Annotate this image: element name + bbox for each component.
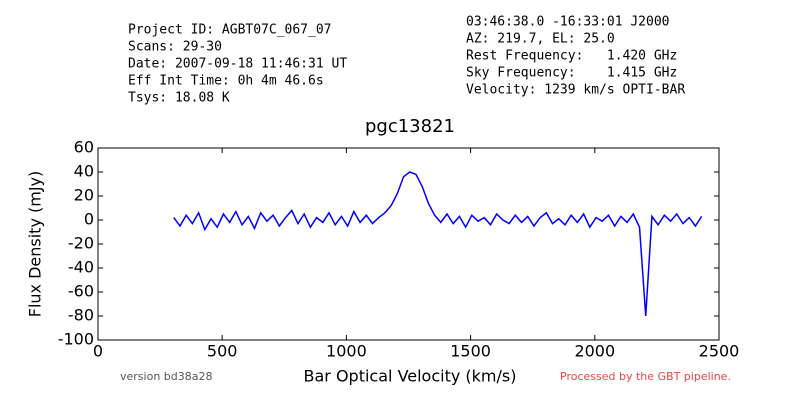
y-tick-label: 40 — [74, 162, 94, 181]
y-tick-label: -20 — [68, 234, 94, 253]
y-tick-label: 0 — [84, 210, 94, 229]
version-note: version bd38a28 — [120, 370, 213, 383]
y-axis-label: Flux Density (mJy) — [26, 171, 45, 318]
header-line: Sky Frequency: 1.415 GHz — [466, 66, 677, 81]
x-tick-label: 1000 — [326, 342, 367, 361]
x-tick-label: 0 — [93, 342, 103, 361]
y-tick-label: 20 — [74, 186, 94, 205]
plot-frame — [97, 147, 720, 341]
pipeline-note: Processed by the GBT pipeline. — [560, 370, 731, 383]
header-line: Scans: 29-30 — [128, 40, 222, 55]
y-tick-label: -40 — [68, 258, 94, 277]
header-line: AZ: 219.7, EL: 25.0 — [466, 32, 615, 47]
chart-title: pgc13821 — [365, 116, 455, 137]
header-line: Eff Int Time: 0h 4m 46.6s — [128, 74, 324, 89]
x-tick-label: 2000 — [574, 342, 615, 361]
x-tick-label: 1500 — [450, 342, 491, 361]
header-line: Tsys: 18.08 K — [128, 91, 230, 106]
y-tick-label: -100 — [58, 330, 94, 349]
spectrum-line — [173, 171, 703, 317]
header-line: Date: 2007-09-18 11:46:31 UT — [128, 57, 347, 72]
header-line: Rest Frequency: 1.420 GHz — [466, 49, 677, 64]
header-line: Velocity: 1239 km/s OPTI-BAR — [466, 83, 685, 98]
x-tick-label: 500 — [207, 342, 238, 361]
x-tick-label: 2500 — [699, 342, 740, 361]
y-tick-label: -60 — [68, 282, 94, 301]
x-axis-label: Bar Optical Velocity (km/s) — [304, 367, 517, 386]
y-tick-label: 60 — [74, 138, 94, 157]
header-line: Project ID: AGBT07C_067_07 — [128, 23, 332, 38]
header-line: 03:46:38.0 -16:33:01 J2000 — [466, 15, 670, 30]
y-tick-label: -80 — [68, 306, 94, 325]
